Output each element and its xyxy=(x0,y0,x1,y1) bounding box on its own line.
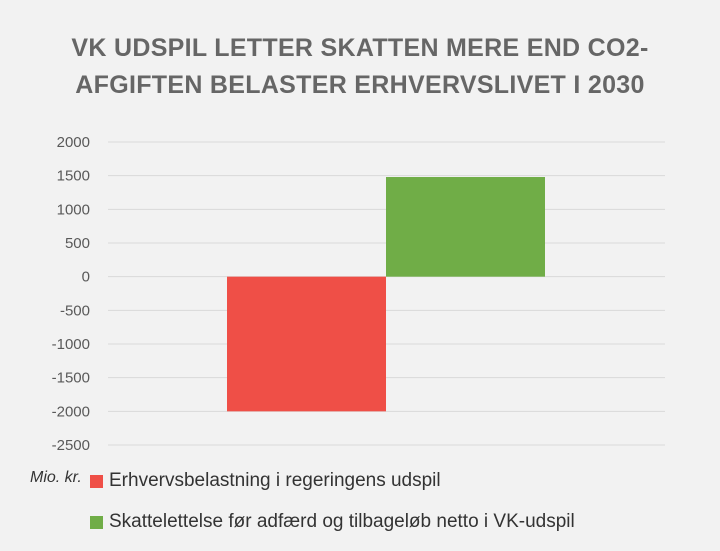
bar-skattelettelse xyxy=(386,177,545,277)
y-tick-label: 1500 xyxy=(57,168,90,185)
legend-item-skattelettelse: Skattelettelse før adfærd og tilbageløb … xyxy=(90,511,575,533)
y-tick-label: -500 xyxy=(60,302,90,319)
legend-label: Skattelettelse før adfærd og tilbageløb … xyxy=(109,511,575,532)
chart-title: VK UDSPIL LETTER SKATTEN MERE END CO2- A… xyxy=(0,30,720,104)
y-tick-label: 0 xyxy=(82,269,90,286)
y-tick-label: 500 xyxy=(65,235,90,252)
legend-swatch-red xyxy=(90,474,103,488)
legend-item-erhvervsbelastning: Erhvervsbelastning i regeringens udspil xyxy=(90,470,441,492)
y-tick-label: -1500 xyxy=(52,370,90,387)
y-tick-label: 2000 xyxy=(57,134,90,151)
legend-swatch-green xyxy=(90,515,103,529)
chart-title-line-2: AFGIFTEN BELASTER ERHVERVSLIVET I 2030 xyxy=(75,71,645,99)
y-tick-label: -2500 xyxy=(52,437,90,454)
legend-label: Erhvervsbelastning i regeringens udspil xyxy=(109,470,441,491)
unit-label: Mio. kr. xyxy=(30,469,82,486)
y-tick-label: -1000 xyxy=(52,336,90,353)
bar-erhvervsbelastning xyxy=(227,276,386,412)
y-tick-label: -2000 xyxy=(52,403,90,420)
chart-title-line-1: VK UDSPIL LETTER SKATTEN MERE END CO2- xyxy=(71,34,649,62)
y-tick-label: 1000 xyxy=(57,201,90,218)
